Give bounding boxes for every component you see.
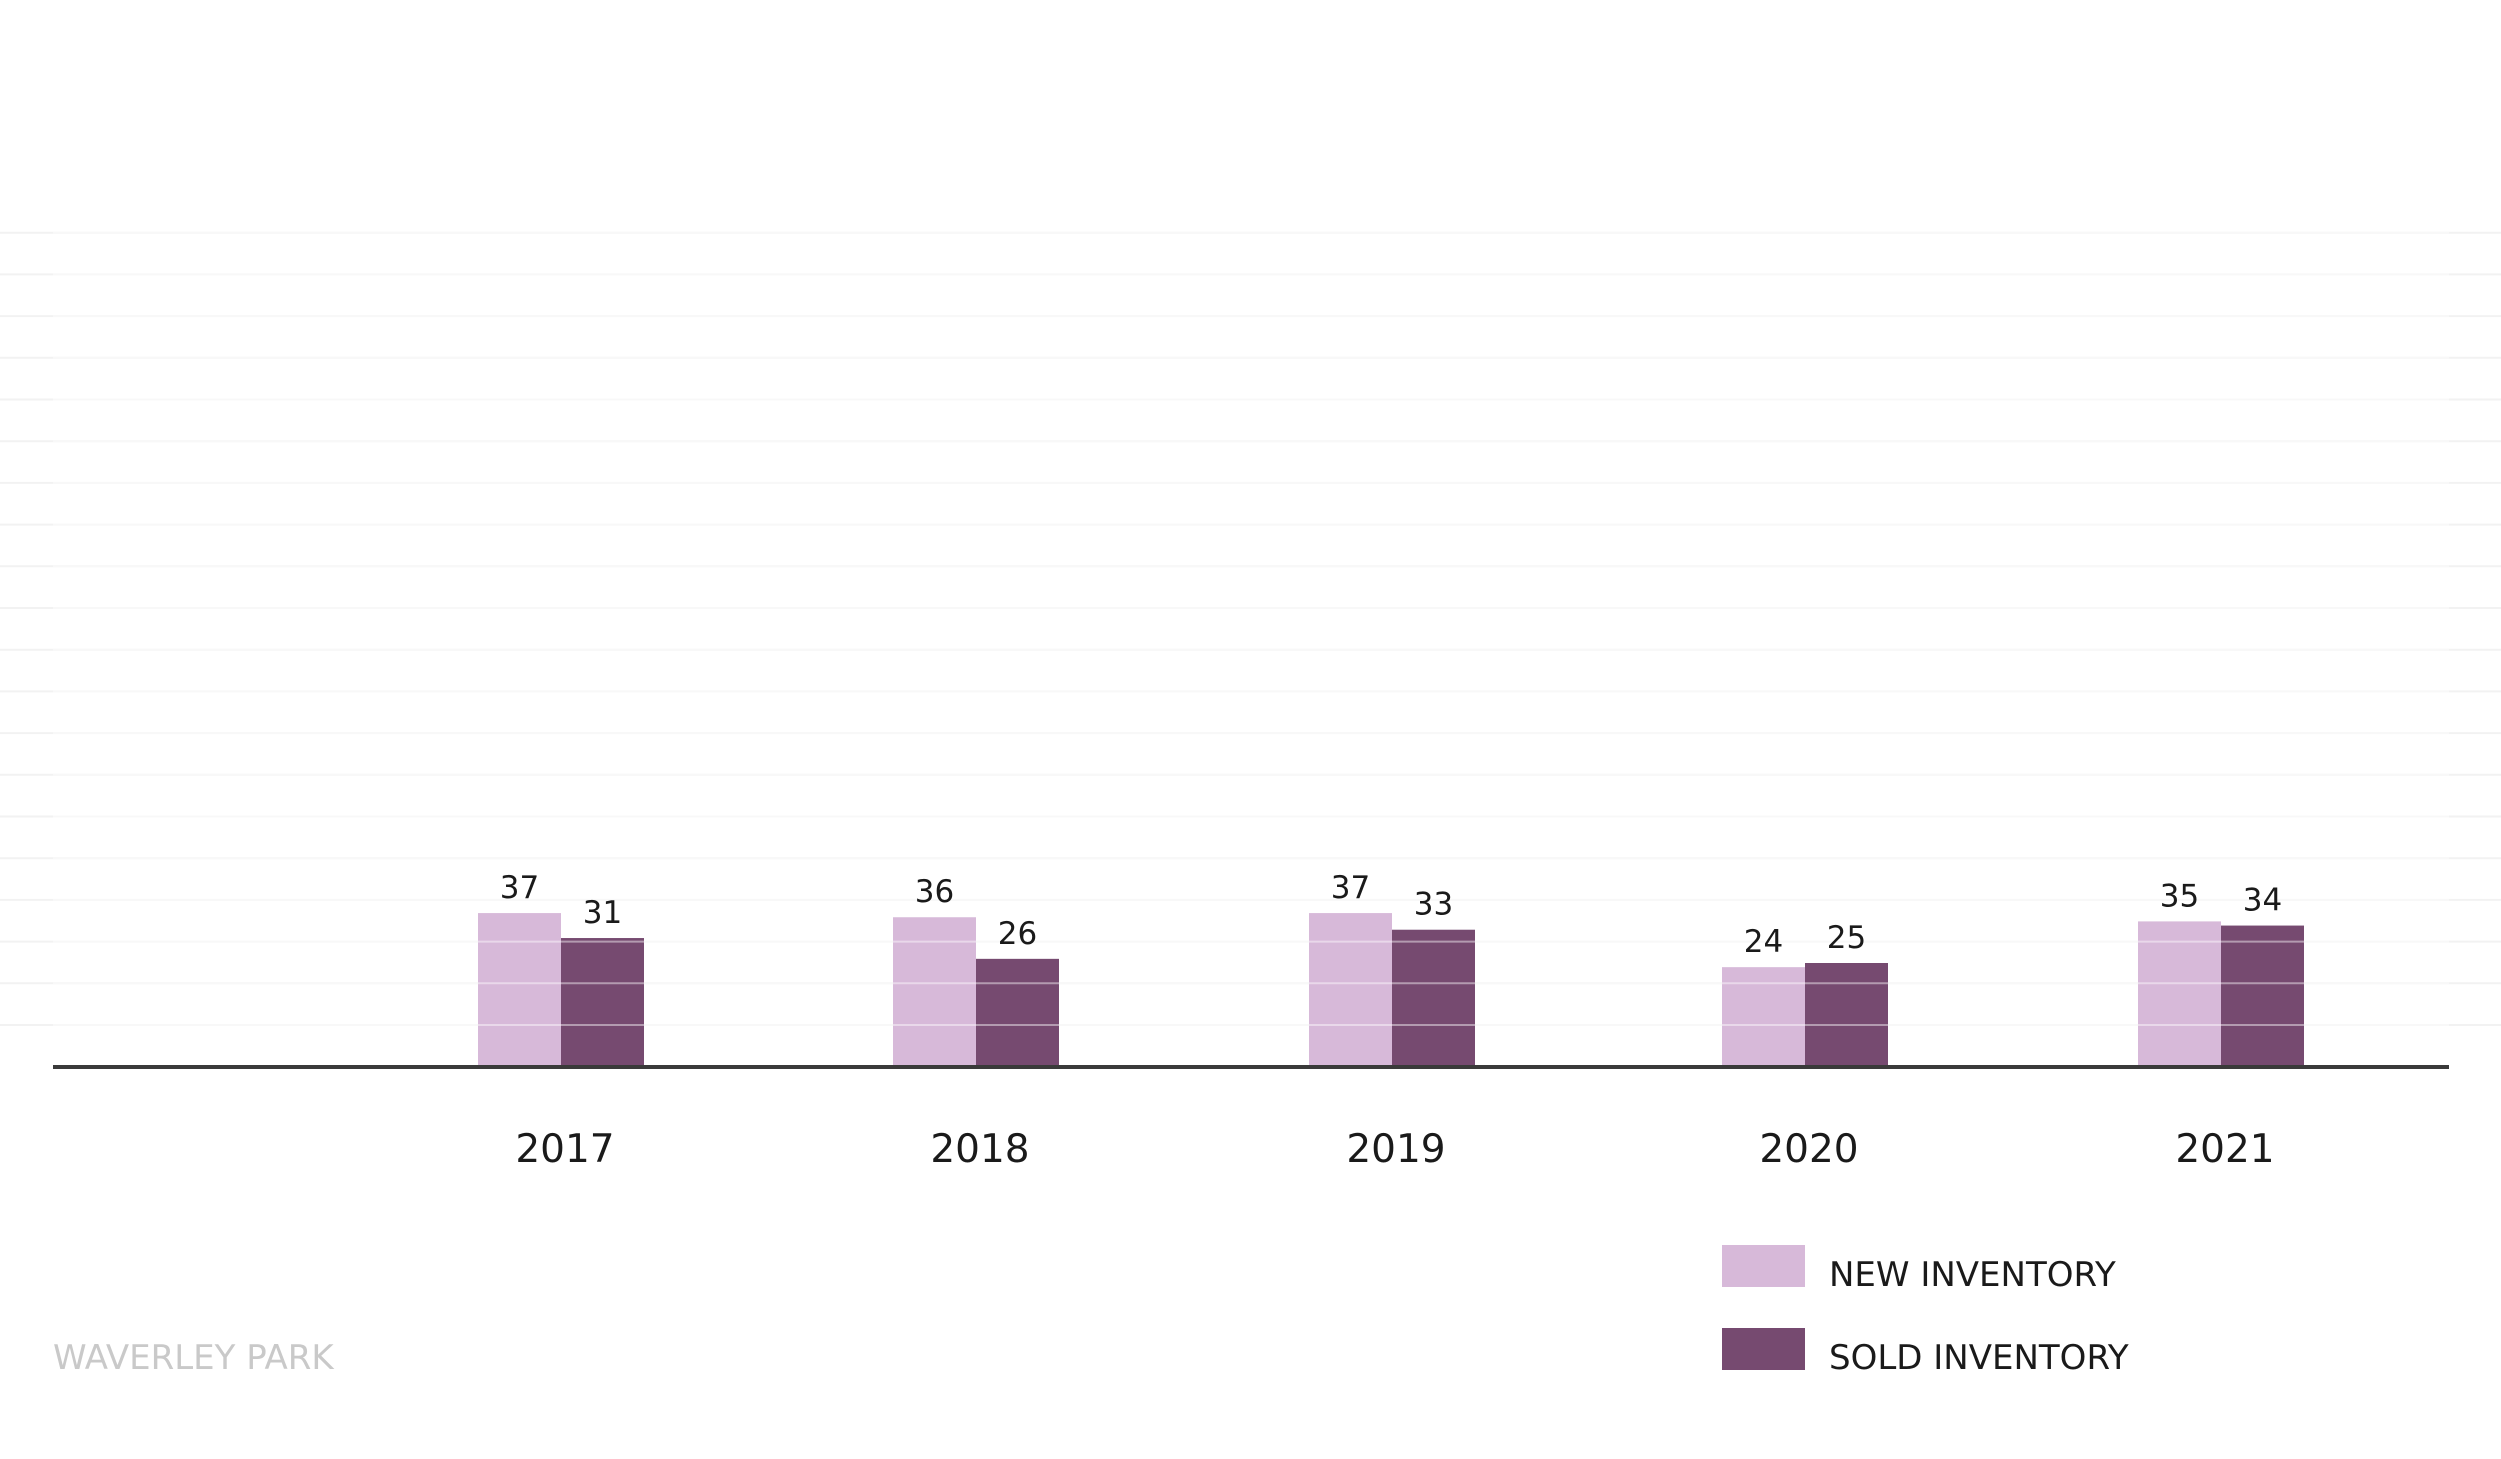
- legend-swatch-new-inventory: [1722, 1245, 1805, 1287]
- x-tick-label-2017: 2017: [515, 1127, 614, 1172]
- x-axis-ticks: 2017 2018 2019 2020 2021: [515, 1127, 2274, 1172]
- bar-new-inventory-2021: [2138, 921, 2221, 1067]
- data-labels: 37 31 36 26 37 33 24 25 35 34: [500, 870, 2282, 960]
- legend: NEW INVENTORY SOLD INVENTORY: [1722, 1245, 2129, 1378]
- legend-label-new-inventory: NEW INVENTORY: [1829, 1255, 2116, 1295]
- data-label-new-inventory-2018: 36: [915, 874, 954, 910]
- bar-new-inventory-2017: [478, 913, 561, 1067]
- bar-new-inventory-2020: [1722, 967, 1805, 1067]
- data-label-new-inventory-2017: 37: [500, 870, 539, 906]
- legend-label-sold-inventory: SOLD INVENTORY: [1829, 1338, 2129, 1378]
- gridlines: [0, 231, 2501, 1026]
- footer-brand-text: WAVERLEY PARK: [53, 1338, 335, 1378]
- data-label-new-inventory-2020: 24: [1744, 924, 1783, 960]
- bar-sold-inventory-2019: [1392, 929, 1475, 1067]
- data-label-sold-inventory-2019: 33: [1414, 887, 1453, 923]
- data-label-new-inventory-2021: 35: [2160, 878, 2199, 914]
- x-tick-label-2019: 2019: [1346, 1127, 1445, 1172]
- data-label-sold-inventory-2018: 26: [998, 916, 1037, 952]
- bars: [478, 913, 2304, 1067]
- x-tick-label-2020: 2020: [1759, 1127, 1858, 1172]
- legend-swatch-sold-inventory: [1722, 1328, 1805, 1370]
- data-label-sold-inventory-2017: 31: [583, 895, 622, 931]
- bar-sold-inventory-2018: [976, 958, 1059, 1067]
- bar-new-inventory-2018: [893, 917, 976, 1067]
- grid-overlay: [53, 231, 2449, 1026]
- data-label-sold-inventory-2021: 34: [2243, 883, 2282, 919]
- bar-sold-inventory-2021: [2221, 925, 2304, 1067]
- bar-sold-inventory-2020: [1805, 963, 1888, 1067]
- x-tick-label-2018: 2018: [930, 1127, 1029, 1172]
- bar-new-inventory-2019: [1309, 913, 1392, 1067]
- data-label-sold-inventory-2020: 25: [1827, 920, 1866, 956]
- bar-sold-inventory-2017: [561, 938, 644, 1067]
- data-label-new-inventory-2019: 37: [1331, 870, 1370, 906]
- x-tick-label-2021: 2021: [2175, 1127, 2274, 1172]
